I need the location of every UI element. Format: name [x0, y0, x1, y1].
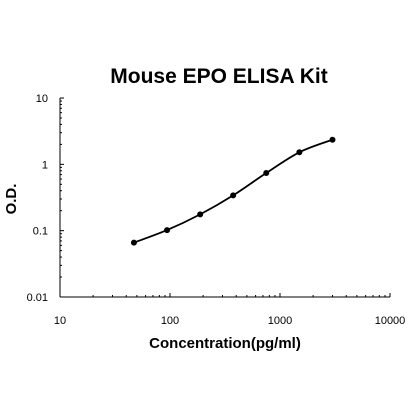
x-axis-label: Concentration(pg/ml) [149, 335, 301, 352]
x-tick-label: 1000 [268, 315, 292, 327]
data-point [197, 211, 204, 218]
x-tick-label: 100 [161, 315, 179, 327]
data-point [130, 239, 137, 246]
data-point [296, 149, 303, 156]
y-tick-label: 0.01 [27, 292, 48, 304]
data-point [329, 136, 336, 143]
chart-title: Mouse EPO ELISA Kit [110, 65, 327, 88]
plot-area [130, 136, 336, 246]
y-tick-label: 10 [36, 93, 48, 105]
data-point [263, 170, 270, 177]
x-axis: 10 100 1000 10000 [54, 293, 405, 327]
y-axis: 0.01 0.1 1 10 [27, 93, 64, 304]
x-tick-label: 10000 [375, 315, 406, 327]
data-point [230, 192, 237, 199]
data-point [164, 227, 171, 234]
y-ticks: 0.01 0.1 1 10 [27, 93, 64, 304]
y-axis-label: O.D. [3, 184, 20, 215]
x-ticks: 10 100 1000 10000 [54, 293, 405, 327]
y-tick-label: 1 [42, 159, 48, 171]
series-fit-line [133, 138, 333, 244]
y-tick-label: 0.1 [33, 226, 48, 238]
x-tick-label: 10 [54, 315, 66, 327]
